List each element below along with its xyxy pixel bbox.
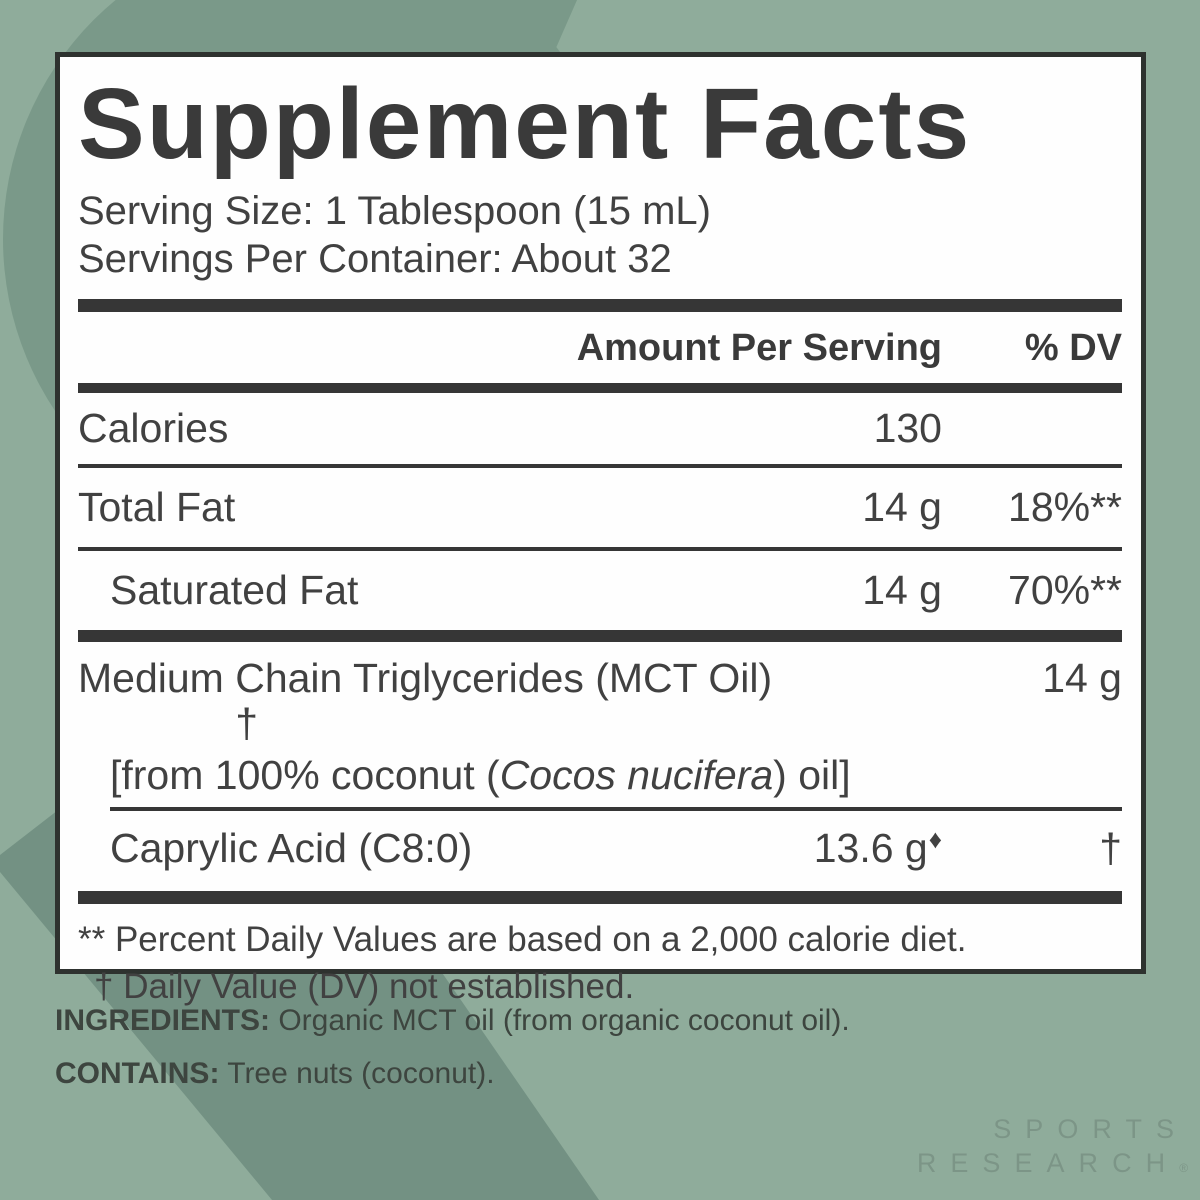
nutrient-amount: 13.6 g♦ xyxy=(742,824,942,876)
footnotes: ** Percent Daily Values are based on a 2… xyxy=(78,916,1122,1010)
contains-line: CONTAINS: Tree nuts (coconut). xyxy=(55,1057,850,1091)
nutrient-row-calories: Calories 130 xyxy=(78,393,1122,464)
nutrient-row-total-fat: Total Fat 14 g 18%** xyxy=(78,468,1122,547)
servings-per-container: Servings Per Container: About 32 xyxy=(78,237,672,281)
registered-trademark-icon: ® xyxy=(1179,1161,1189,1175)
botanical-latin-name: Cocos nucifera xyxy=(499,752,774,798)
serving-size: Serving Size: 1 Tablespoon (15 mL) xyxy=(78,189,711,233)
nutrient-row-caprylic-acid: Caprylic Acid (C8:0) 13.6 g♦ † xyxy=(78,811,1122,891)
nutrient-dv: † xyxy=(235,700,258,746)
nutrient-row-mct: Medium Chain Triglycerides (MCT Oil) 14 … xyxy=(78,642,1122,807)
brand-line-sports: SPORTS xyxy=(993,1114,1189,1144)
contains-text: Tree nuts (coconut). xyxy=(219,1057,495,1090)
brand-line-research: RESEARCH® xyxy=(917,1146,1188,1185)
divider-thin xyxy=(78,547,1122,551)
footnote-daily-values: ** Percent Daily Values are based on a 2… xyxy=(78,920,967,959)
nutrient-name: Caprylic Acid (C8:0) xyxy=(110,825,473,871)
nutrient-amount: 14 g xyxy=(862,484,942,530)
divider-thin xyxy=(78,464,1122,468)
nutrient-name: Total Fat xyxy=(78,484,236,530)
botanical-note-post: ) oil] xyxy=(773,752,851,798)
nutrient-amount: 130 xyxy=(873,405,942,451)
serving-info: Serving Size: 1 Tablespoon (15 mL) Servi… xyxy=(78,187,1122,283)
ingredients-line: INGREDIENTS: Organic MCT oil (from organ… xyxy=(55,1004,850,1038)
divider-heavy-bottom xyxy=(78,891,1122,904)
ingredients-text: Organic MCT oil (from organic coconut oi… xyxy=(270,1004,850,1037)
supplement-facts-panel: Supplement Facts Serving Size: 1 Tablesp… xyxy=(55,52,1146,1006)
footnote-dv-not-established: † Daily Value (DV) not established. xyxy=(94,967,635,1006)
botanical-note-pre: [from 100% coconut ( xyxy=(110,752,500,798)
divider-header xyxy=(78,383,1122,393)
facts-title: Supplement Facts xyxy=(78,68,972,180)
nutrient-row-saturated-fat: Saturated Fat 14 g 70%** xyxy=(78,551,1122,630)
divider-heavy-mid xyxy=(78,630,1122,642)
nutrient-amount-value: 13.6 g xyxy=(813,825,928,871)
divider-thin-indented xyxy=(110,807,1122,811)
nutrient-amount: 14 g xyxy=(1042,655,1122,701)
brand-research-text: RESEARCH xyxy=(916,1148,1180,1178)
nutrient-dv: 18%** xyxy=(1008,484,1122,530)
column-header-dv: % DV xyxy=(1024,327,1122,369)
nutrient-name: Saturated Fat xyxy=(110,567,359,613)
nutrient-amount: 14 g xyxy=(862,567,942,613)
divider-heavy-top xyxy=(78,299,1122,312)
diamond-mark: ♦ xyxy=(928,824,942,854)
nutrient-dv: 70%** xyxy=(1008,567,1122,613)
ingredients-block: INGREDIENTS: Organic MCT oil (from organ… xyxy=(55,1004,850,1110)
ingredients-label: INGREDIENTS: xyxy=(55,1004,271,1037)
nutrient-dv: † xyxy=(1099,825,1122,871)
column-header-amount: Amount Per Serving xyxy=(576,327,942,369)
nutrient-name: Calories xyxy=(78,405,229,451)
nutrient-name: Medium Chain Triglycerides (MCT Oil) xyxy=(78,655,773,701)
table-header-row: Amount Per Serving % DV xyxy=(78,312,1122,383)
botanical-source-note: [from 100% coconut (Cocos nucifera) oil] xyxy=(78,751,1122,799)
brand-watermark: SPORTS RESEARCH® xyxy=(917,1112,1188,1185)
contains-label: CONTAINS: xyxy=(55,1057,220,1090)
